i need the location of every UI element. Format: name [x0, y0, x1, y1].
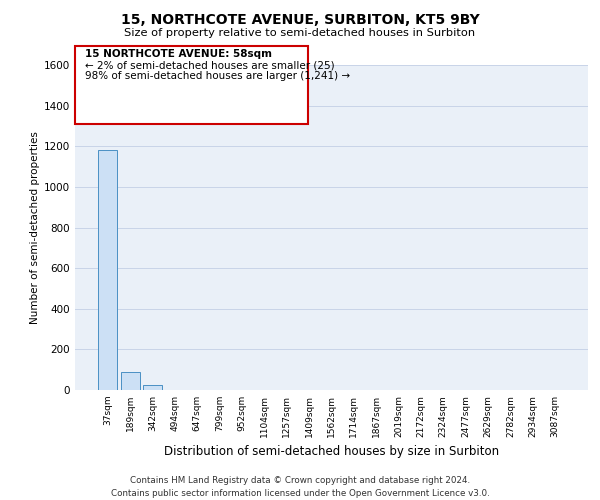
- Text: 15 NORTHCOTE AVENUE: 58sqm: 15 NORTHCOTE AVENUE: 58sqm: [85, 49, 272, 58]
- Text: 98% of semi-detached houses are larger (1,241) →: 98% of semi-detached houses are larger (…: [85, 72, 350, 82]
- Text: ← 2% of semi-detached houses are smaller (25): ← 2% of semi-detached houses are smaller…: [85, 60, 335, 70]
- X-axis label: Distribution of semi-detached houses by size in Surbiton: Distribution of semi-detached houses by …: [164, 446, 499, 458]
- Y-axis label: Number of semi-detached properties: Number of semi-detached properties: [30, 131, 40, 324]
- Bar: [143, 385, 162, 390]
- Bar: [121, 372, 140, 390]
- Text: Size of property relative to semi-detached houses in Surbiton: Size of property relative to semi-detach…: [124, 28, 476, 38]
- Text: 15, NORTHCOTE AVENUE, SURBITON, KT5 9BY: 15, NORTHCOTE AVENUE, SURBITON, KT5 9BY: [121, 12, 479, 26]
- Bar: [98, 150, 118, 390]
- FancyBboxPatch shape: [75, 46, 308, 124]
- Text: Contains HM Land Registry data © Crown copyright and database right 2024.
Contai: Contains HM Land Registry data © Crown c…: [110, 476, 490, 498]
